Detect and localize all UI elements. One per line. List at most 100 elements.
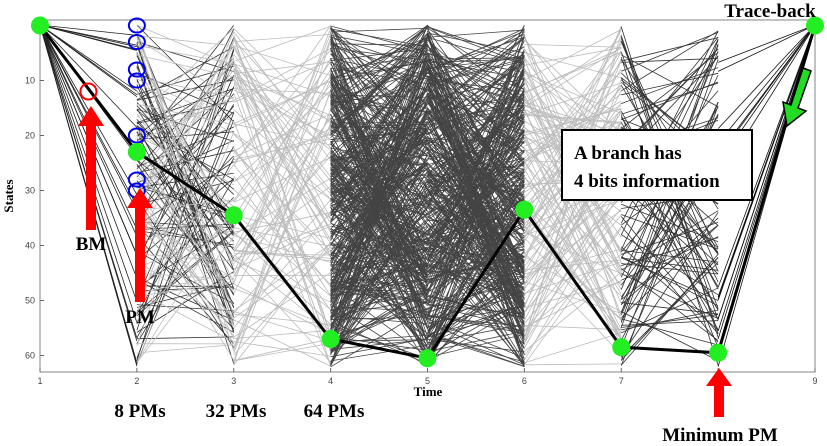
trellis-edge — [136, 177, 234, 237]
trellis-edge — [524, 363, 622, 366]
trellis-edge — [136, 199, 234, 211]
pm-circle — [127, 171, 146, 188]
trellis-edge — [136, 24, 234, 67]
trellis-edge — [233, 48, 331, 101]
trellis-edge — [136, 195, 235, 326]
trellis-edge — [524, 324, 622, 331]
trellis-edge — [39, 24, 137, 36]
trellis-edge — [427, 160, 525, 257]
trellis-edge — [330, 32, 428, 344]
trellis-edge — [233, 67, 331, 192]
bm-circle — [79, 82, 98, 101]
state-dot — [612, 338, 631, 357]
trellis-edge — [427, 94, 525, 114]
trellis-edge — [427, 66, 525, 208]
x-axis-label: Time — [414, 384, 443, 399]
trellis-edge — [621, 236, 719, 281]
trellis-edge — [330, 284, 428, 358]
trellis-edge — [330, 25, 428, 92]
trellis-edge — [39, 24, 138, 195]
trellis-edge — [330, 110, 428, 366]
trellis-edge — [427, 26, 525, 60]
bm-arrow — [78, 106, 104, 230]
trellis-edge — [330, 132, 428, 322]
pm-circle — [127, 17, 146, 34]
trellis-edge — [233, 341, 331, 357]
trellis-edge — [330, 41, 428, 221]
trellis-edge — [621, 273, 719, 319]
trellis-edge — [427, 304, 525, 363]
trellis-edge — [621, 268, 719, 341]
trellis-edge — [39, 24, 137, 51]
trellis-edge — [621, 37, 719, 62]
trellis-edge — [330, 164, 428, 221]
trellis-edge — [233, 212, 331, 329]
trellis-edge — [330, 37, 428, 188]
pm-count-label: 32 PMs — [206, 401, 267, 422]
trellis-edge — [136, 250, 234, 305]
state-dot — [806, 16, 824, 35]
trellis-edge — [330, 273, 428, 284]
trellis-edge — [136, 126, 234, 168]
trellis-edge — [427, 25, 525, 105]
trellis-edge — [427, 115, 525, 246]
trellis-edge — [330, 25, 428, 120]
trellis-edge — [330, 143, 428, 203]
trellis-edge — [136, 68, 235, 222]
trellis-edge — [524, 47, 622, 108]
trellis-edge — [233, 342, 331, 362]
trellis-edge — [427, 224, 525, 294]
trellis-edge — [427, 179, 525, 269]
trellis-edge — [427, 113, 525, 300]
trellis-edge — [330, 36, 428, 361]
trellis-edge — [233, 35, 331, 219]
x-tick-label: 6 — [522, 376, 527, 386]
trellis-edge — [427, 29, 525, 95]
trellis-edge — [233, 138, 331, 160]
trellis-edge — [136, 253, 234, 262]
trellis-edge — [427, 315, 525, 334]
trellis-edge — [427, 230, 525, 365]
trellis-edge — [330, 178, 428, 340]
trellis-edge — [233, 75, 331, 116]
y-tick-label: 60 — [25, 351, 35, 361]
trellis-edge — [621, 31, 719, 72]
trellis-edge — [233, 241, 331, 366]
trellis-edge — [524, 40, 622, 134]
trellis-edge — [233, 49, 331, 164]
trellis-edge — [524, 195, 622, 313]
trellis-edge — [136, 145, 235, 271]
trellis-edge — [524, 271, 622, 352]
trellis-edge — [233, 33, 331, 43]
trellis-edge — [330, 63, 428, 240]
trellis-edge — [330, 275, 428, 316]
trellis-edge — [330, 72, 428, 265]
trellis-edge — [136, 216, 234, 280]
trellis-edge — [427, 76, 525, 183]
trellis-edge — [427, 34, 525, 79]
trellis-edge — [427, 116, 525, 217]
state-dot — [515, 200, 534, 219]
trellis-edge — [621, 309, 719, 331]
trellis-edge — [136, 29, 235, 326]
trellis-edge — [330, 315, 428, 325]
trellis-edge — [524, 70, 622, 132]
trellis-edge — [136, 169, 235, 293]
trellis-edge — [136, 206, 235, 363]
trellis-edge — [427, 197, 525, 270]
trellis-edge — [621, 72, 719, 96]
trellis-edge — [524, 108, 622, 342]
trellis-edge — [427, 96, 525, 241]
trellis-edge — [233, 214, 331, 239]
trellis-edge — [427, 52, 525, 166]
trellis-edge — [427, 334, 525, 363]
trellis-edge — [621, 256, 719, 307]
trellis-edge — [136, 60, 235, 176]
trellis-edge — [524, 189, 622, 274]
trellis-edge — [620, 216, 719, 335]
trellis-edge — [427, 98, 525, 296]
trellis-edge — [427, 78, 525, 100]
trellis-edge — [233, 80, 331, 128]
y-tick-label: 30 — [25, 186, 35, 196]
trellis-edge — [136, 90, 235, 283]
